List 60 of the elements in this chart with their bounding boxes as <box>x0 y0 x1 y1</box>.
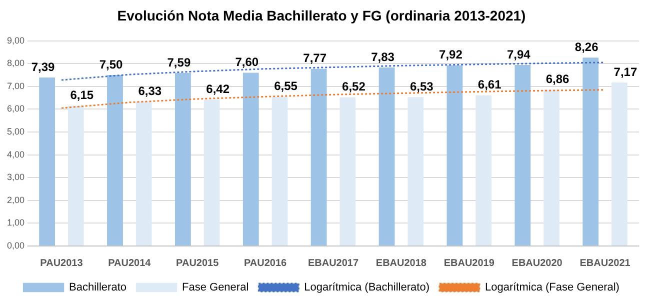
y-tick-label: 7,00 <box>6 80 25 91</box>
y-tick-label: 3,00 <box>6 172 25 182</box>
y-tick-label: 2,00 <box>6 194 25 205</box>
bar <box>272 96 288 246</box>
data-label: 6,55 <box>274 78 298 93</box>
x-tick-label: EBAU2020 <box>512 258 563 269</box>
data-label: 6,86 <box>546 72 570 86</box>
data-label: 7,59 <box>167 55 191 70</box>
bar <box>408 97 424 246</box>
y-tick-label: 0,00 <box>6 240 25 250</box>
data-label: 7,60 <box>235 55 259 70</box>
x-tick-label: PAU2014 <box>108 258 152 269</box>
data-label: 6,53 <box>410 79 434 94</box>
bar <box>514 64 531 246</box>
data-label: 6,52 <box>342 80 366 94</box>
data-label: 7,92 <box>439 48 463 62</box>
bar <box>242 72 259 246</box>
y-tick-label: 4,00 <box>6 149 25 160</box>
data-label: 7,39 <box>31 60 56 74</box>
y-tick-label: 8,00 <box>6 58 25 68</box>
bar <box>39 78 55 246</box>
data-label: 6,42 <box>206 82 230 96</box>
y-tick-label: 9,00 <box>6 35 25 46</box>
legend-label: Logarítmica (Fase General) <box>484 282 620 294</box>
legend-label: Bachillerato <box>69 282 127 294</box>
bar <box>310 68 327 246</box>
bar <box>612 82 628 246</box>
data-label: 6,61 <box>478 78 502 92</box>
legend-label: Fase General <box>182 282 249 294</box>
bar <box>582 58 599 246</box>
bar <box>446 65 463 246</box>
data-label: 7,83 <box>371 50 395 64</box>
bar <box>68 106 84 246</box>
x-tick-label: EBAU2021 <box>580 258 631 269</box>
x-tick-label: EBAU2019 <box>444 258 495 269</box>
data-label: 7,17 <box>614 64 638 79</box>
data-label: 7,50 <box>99 57 123 72</box>
x-tick-label: EBAU2017 <box>308 258 359 269</box>
bar <box>378 67 395 246</box>
y-tick-label: 6,00 <box>6 104 25 114</box>
x-tick-label: PAU2015 <box>176 258 220 269</box>
bar <box>136 102 152 246</box>
legend-label: Logarítmica (Bachillerato) <box>304 282 430 294</box>
data-label: 7,77 <box>303 51 327 66</box>
data-label: 6,33 <box>138 84 162 98</box>
x-tick-label: PAU2013 <box>40 258 84 269</box>
bar <box>107 75 123 246</box>
bar <box>476 95 492 246</box>
bar <box>174 72 191 246</box>
x-tick-label: EBAU2018 <box>376 258 427 269</box>
x-tick-label: PAU2016 <box>244 258 288 269</box>
data-label: 6,15 <box>70 88 94 102</box>
bar <box>544 90 560 246</box>
chart-title: Evolución Nota Media Bachillerato y FG (ordinaria 2013-2021) <box>117 7 526 24</box>
data-label: 7,94 <box>506 47 531 62</box>
y-tick-label: 5,00 <box>6 126 25 136</box>
bar <box>204 100 220 246</box>
bar <box>340 97 356 246</box>
y-tick-label: 1,00 <box>6 218 25 228</box>
data-label: 8,26 <box>574 40 599 54</box>
